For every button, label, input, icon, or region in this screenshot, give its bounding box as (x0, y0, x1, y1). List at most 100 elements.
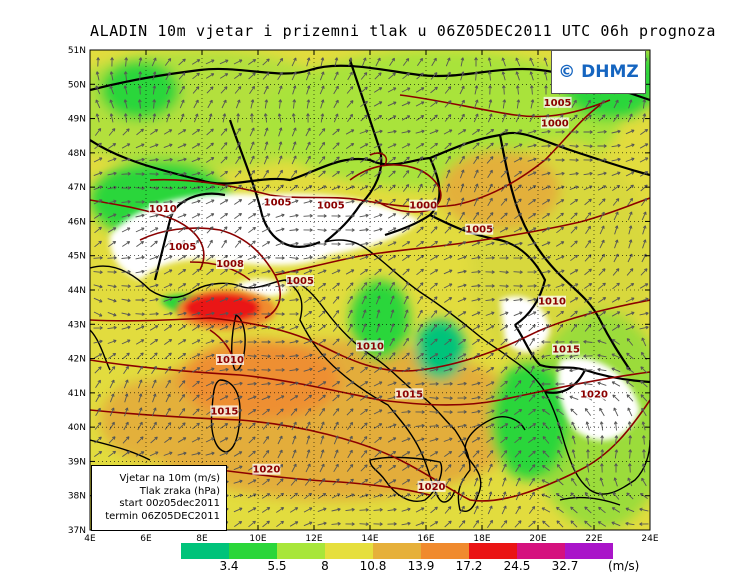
wind-arrow (277, 169, 283, 179)
wind-arrow (542, 520, 550, 528)
wind-arrow (473, 169, 479, 179)
wind-arrow (639, 157, 649, 163)
wind-arrow (332, 324, 340, 332)
wind-arrow (164, 338, 173, 345)
wind-arrow (152, 99, 157, 109)
wind-arrow (277, 155, 283, 165)
wind-arrow (359, 255, 369, 260)
wind-arrow (473, 155, 479, 164)
isobar-label: 1015 (210, 406, 238, 417)
wind-arrow (473, 183, 479, 193)
wind-arrow (625, 380, 634, 388)
wind-arrow (584, 491, 592, 500)
wind-arrow (627, 211, 633, 221)
isobar-label: 1015 (552, 345, 580, 356)
wind-arrow (583, 130, 593, 134)
wind-arrow (137, 99, 142, 109)
wind-arrow (555, 506, 564, 514)
wind-arrow (471, 423, 481, 428)
wind-arrow (121, 339, 131, 345)
wind-arrow (570, 520, 578, 528)
wind-arrow (584, 198, 592, 206)
wind-arrow (191, 297, 201, 303)
wind-arrow (275, 297, 285, 302)
wind-arrow (445, 491, 451, 500)
wind-arrow (612, 282, 620, 290)
wind-arrow (430, 296, 438, 304)
wind-arrow (121, 325, 131, 330)
isobar-label-bg (286, 275, 314, 287)
wind-arrow (515, 113, 521, 123)
lon-tick-label: 24E (641, 534, 658, 544)
wind-arrow (276, 408, 284, 416)
wind-arrow (471, 297, 481, 302)
wind-arrow (135, 325, 145, 331)
wind-arrow (443, 410, 453, 414)
wind-arrow (402, 212, 410, 220)
wind-arrow (611, 129, 621, 134)
wind-arrow (611, 353, 621, 359)
wind-arrow (107, 256, 117, 260)
wind-arrow (641, 407, 647, 417)
wind-arrow (501, 463, 507, 473)
wind-arrow (304, 407, 312, 416)
wind-arrow (416, 156, 424, 164)
lon-tick-label: 8E (196, 534, 208, 544)
wind-arrow (528, 520, 536, 528)
isobar-label: 1005 (168, 242, 196, 253)
wind-arrow (515, 85, 520, 95)
wind-arrow (359, 227, 369, 232)
wind-arrow (443, 367, 453, 372)
wind-arrow (94, 127, 102, 136)
wind-arrow (387, 367, 397, 373)
lat-tick-label: 50N (68, 80, 86, 90)
wind-arrow (333, 449, 339, 459)
wind-arrow (94, 436, 102, 444)
wind-arrow (303, 228, 313, 232)
wind-arrow (247, 297, 257, 302)
wind-arrow (303, 255, 313, 260)
wind-arrow (247, 381, 257, 386)
wind-arrow (513, 311, 523, 317)
wind-arrow (401, 129, 411, 134)
wind-arrow (306, 449, 311, 459)
wind-arrow (472, 450, 480, 458)
wind-arrow (346, 352, 354, 360)
wind-arrow (569, 368, 579, 373)
wind-arrow (220, 128, 228, 136)
wind-arrow (374, 72, 382, 80)
wind-arrow (599, 477, 604, 487)
wind-arrow (528, 505, 536, 514)
wind-arrow (249, 127, 255, 137)
wind-arrow (611, 311, 621, 317)
wind-arrow (584, 297, 593, 303)
lon-tick-label: 22E (585, 534, 602, 544)
wind-arrow (417, 295, 423, 304)
wind-arrow (359, 213, 369, 218)
wind-arrow (149, 186, 159, 191)
wind-arrow (121, 284, 131, 289)
wind-arrow (233, 311, 243, 316)
wind-arrow (178, 422, 186, 430)
wind-arrow (599, 407, 605, 417)
wind-arrow (583, 354, 593, 358)
wind-arrow (373, 241, 383, 246)
wind-arrow (332, 381, 341, 387)
wind-arrow (262, 184, 270, 192)
wind-arrow (471, 395, 481, 400)
wind-arrow (403, 309, 409, 319)
wind-arrow (639, 507, 649, 512)
wind-arrow (234, 86, 242, 94)
wind-arrow (513, 270, 523, 274)
wind-arrow (429, 129, 439, 135)
wind-arrow (570, 198, 579, 205)
wind-arrow (583, 171, 593, 176)
wind-arrow (360, 282, 368, 290)
wind-arrow (569, 185, 579, 191)
wind-arrow (95, 71, 100, 81)
wind-arrow (206, 254, 215, 262)
wind-arrow (319, 85, 325, 95)
wind-arrow (205, 59, 215, 65)
wind-arrow (627, 477, 633, 487)
wind-arrow (625, 507, 635, 513)
